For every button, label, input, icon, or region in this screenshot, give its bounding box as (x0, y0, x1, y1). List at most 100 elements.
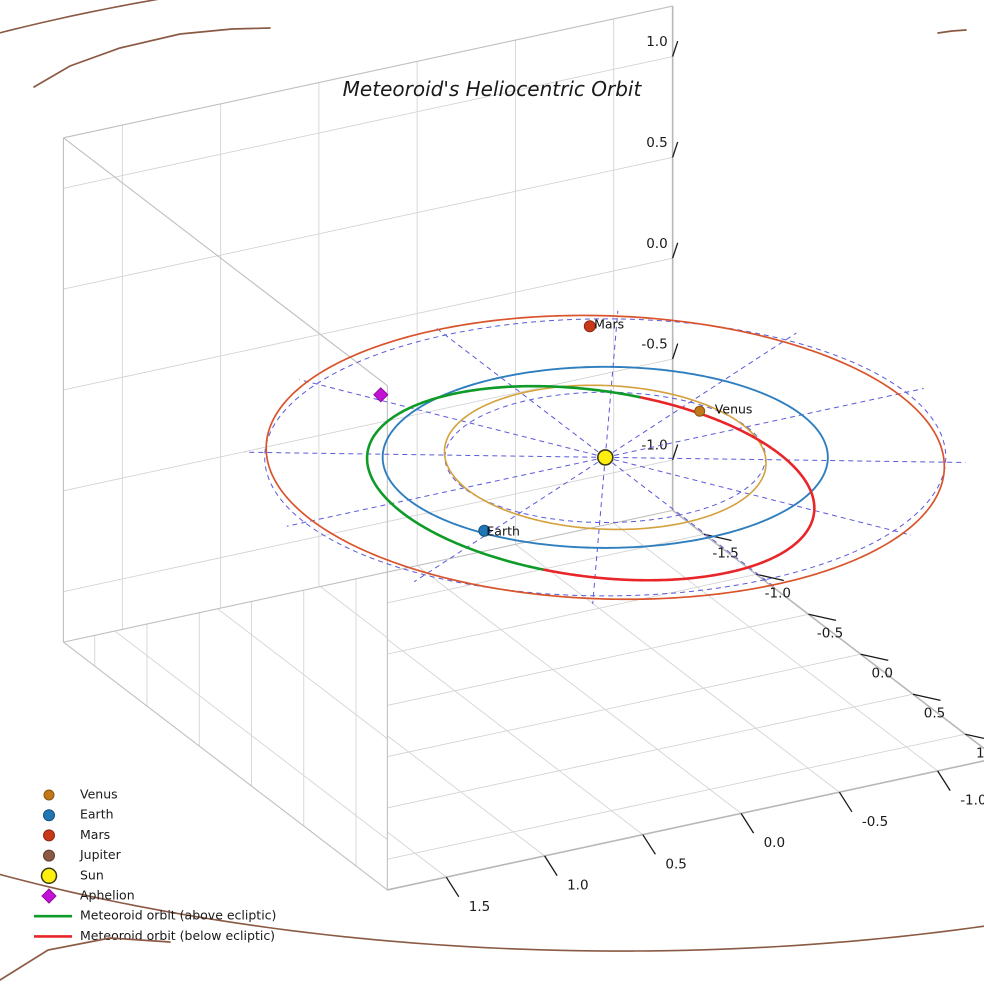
ecliptic-radial-spoke (592, 457, 606, 604)
marker-aphelion (373, 387, 389, 403)
x-tick-label: 1.0 (976, 745, 984, 761)
x-tick-mark (808, 613, 837, 622)
y-tick-label: -0.5 (862, 814, 888, 830)
x-tick-label: 0.0 (872, 665, 893, 681)
legend-marker-diamond (41, 888, 57, 904)
back-wall-gridline-z (63, 56, 673, 189)
body-markers (373, 320, 706, 537)
z-tick-mark (671, 242, 679, 259)
legend-item[interactable]: Meteoroid orbit (above ecliptic) (34, 908, 276, 923)
title-group: Meteoroid's Heliocentric Orbit (343, 77, 643, 101)
y-tick-mark (445, 876, 460, 898)
body-annotations: Earth Mars Venus (486, 317, 752, 539)
axes-panes (62, 5, 984, 891)
page-title: Meteoroid's Heliocentric Orbit (343, 77, 643, 101)
y-tick-label: 0.5 (665, 856, 686, 872)
y-axis-spine (387, 760, 984, 891)
legend-marker-circle (43, 789, 55, 801)
floor-gridline-x (355, 733, 966, 867)
back-wall-gridline-z (63, 257, 673, 391)
legend-marker-circle (43, 809, 55, 822)
marker-venus (694, 405, 706, 417)
back-wall-gridline-z (63, 459, 673, 593)
legend-item-label: Jupiter (79, 847, 122, 862)
z-tick-label: 0.0 (646, 236, 667, 252)
y-tick-mark (544, 855, 558, 876)
marker-sun (596, 449, 614, 466)
meteoroid-orbit-below (540, 395, 816, 582)
floor-gridline-x (303, 693, 914, 827)
z-tick-mark (671, 40, 679, 57)
y-tick-mark (838, 791, 853, 813)
x-tick-label: 0.5 (924, 705, 945, 721)
back-wall-gridline-z (63, 156, 673, 290)
ecliptic-radial-spoke (605, 456, 912, 536)
ecliptic-radial-spoke (604, 332, 797, 458)
legend-item[interactable]: Venus (43, 787, 118, 802)
annotation-mars: Mars (594, 317, 624, 332)
x-tick-mark (912, 693, 941, 702)
orbit-path-jupiter (0, 0, 984, 952)
x-tick-mark (756, 573, 784, 582)
orbit-path-mars (265, 314, 946, 601)
floor-gridline-y (515, 544, 840, 793)
floor-gridline-y (613, 522, 938, 772)
y-tick-label: 1.5 (469, 899, 490, 915)
y-tick-mark (937, 770, 951, 791)
axis-decorations: 1.0 0.5 0.0 -0.5 -1.0 -1.5 -1.0 -0.5 0.0 0.5 1.0 -1… (387, 6, 984, 915)
pane-edge (63, 137, 388, 387)
legend-item-label: Earth (80, 807, 114, 822)
x-tick-label: -1.0 (765, 586, 791, 602)
ecliptic-radial-spoke (604, 310, 619, 458)
y-tick-label: -1.0 (960, 793, 984, 809)
z-tick-label: -1.0 (641, 438, 667, 454)
x-tick-mark (703, 533, 732, 542)
x-axis-spine (672, 509, 984, 750)
legend-item[interactable]: Jupiter (43, 847, 122, 862)
ecliptic-radial-spoke (299, 379, 606, 458)
jupiter-arc-bottom-left (0, 937, 171, 981)
meteoroid-orbit-above (365, 384, 641, 571)
ecliptic-radial-spoke (413, 456, 606, 583)
legend-item[interactable]: Sun (40, 867, 104, 885)
pane-edge (63, 509, 673, 643)
ecliptic-radial-spoke (605, 388, 924, 458)
meteoroid-orbit (365, 384, 816, 582)
y-tick-label: 0.0 (764, 835, 785, 851)
z-tick-mark (671, 141, 679, 158)
ecliptic-radial-spoke (244, 451, 606, 458)
annotation-earth: Earth (486, 524, 520, 539)
marker-mars (583, 320, 596, 333)
legend-item-label: Venus (80, 787, 118, 802)
legend-item-label: Meteoroid orbit (below ecliptic) (80, 928, 275, 943)
legend-item[interactable]: Earth (43, 807, 114, 822)
x-tick-label: -0.5 (817, 625, 843, 641)
jupiter-arc-top-right (937, 29, 967, 34)
legend-marker-circle (43, 849, 55, 862)
legend-item[interactable]: Aphelion (41, 888, 135, 904)
jupiter-arc-top-left (33, 27, 271, 88)
back-wall-pane (63, 6, 673, 643)
left-wall-gridline-z (63, 591, 388, 840)
marker-earth (478, 524, 491, 537)
legend-marker-circle (43, 829, 55, 842)
y-tick-label: 1.0 (567, 878, 588, 894)
y-tick-mark (740, 813, 755, 834)
z-tick-label: 1.0 (646, 34, 667, 50)
back-wall-gridline-z (63, 358, 673, 492)
pane-edge (63, 641, 388, 891)
legend-item-label: Aphelion (80, 888, 135, 903)
legend: Venus Earth Mars Jupiter Sun Aphelion Meteoroi… (34, 787, 276, 943)
ecliptic-radial-spoke (286, 456, 606, 527)
pane-edge (63, 5, 673, 139)
z-tick-label: -0.5 (641, 337, 667, 353)
x-tick-label: -1.5 (712, 546, 738, 562)
legend-marker-circle (40, 867, 58, 885)
y-tick-mark (642, 834, 656, 855)
legend-item-label: Sun (80, 867, 104, 882)
floor-gridline-y (416, 565, 742, 814)
x-tick-mark (965, 733, 984, 740)
z-tick-label: 0.5 (646, 135, 667, 151)
legend-item[interactable]: Mars (43, 827, 111, 842)
